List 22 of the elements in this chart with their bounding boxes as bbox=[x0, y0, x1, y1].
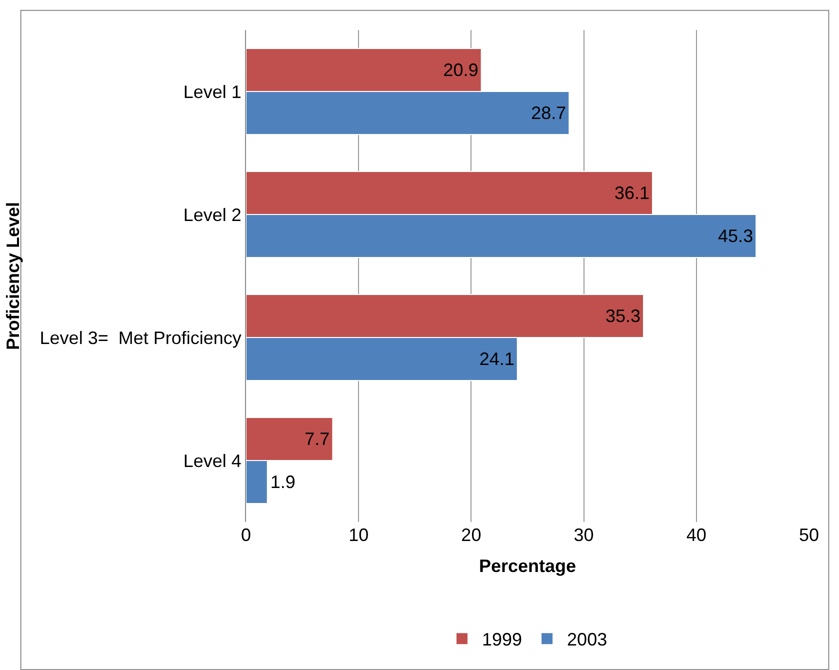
data-label: 1.9 bbox=[270, 472, 296, 492]
x-axis-title: Percentage bbox=[478, 556, 576, 576]
data-label: 7.7 bbox=[304, 428, 330, 449]
y-axis-title: Proficiency Level bbox=[2, 202, 23, 350]
data-label: 35.3 bbox=[605, 306, 640, 326]
x-tick-label: 40 bbox=[686, 525, 706, 545]
legend-label: 2003 bbox=[567, 630, 608, 650]
data-label: 20.9 bbox=[443, 60, 478, 80]
data-label: 24.1 bbox=[479, 349, 514, 370]
y-tick-label: Level 1 bbox=[183, 82, 242, 102]
data-label: 28.7 bbox=[531, 103, 566, 124]
x-tick-label: 0 bbox=[240, 525, 252, 545]
x-tick-label: 50 bbox=[798, 525, 820, 545]
y-tick-label: Level 3= Met Proficiency bbox=[40, 328, 242, 348]
data-label: 45.3 bbox=[718, 226, 754, 246]
y-tick-label: Level 4 bbox=[183, 450, 242, 471]
legend-label: 1999 bbox=[482, 630, 522, 650]
y-tick-label: Level 2 bbox=[183, 204, 242, 225]
x-tick-label: 20 bbox=[461, 525, 482, 545]
x-tick-label: 30 bbox=[574, 525, 594, 545]
x-tick-label: 10 bbox=[348, 525, 369, 545]
data-label: 36.1 bbox=[614, 182, 650, 203]
